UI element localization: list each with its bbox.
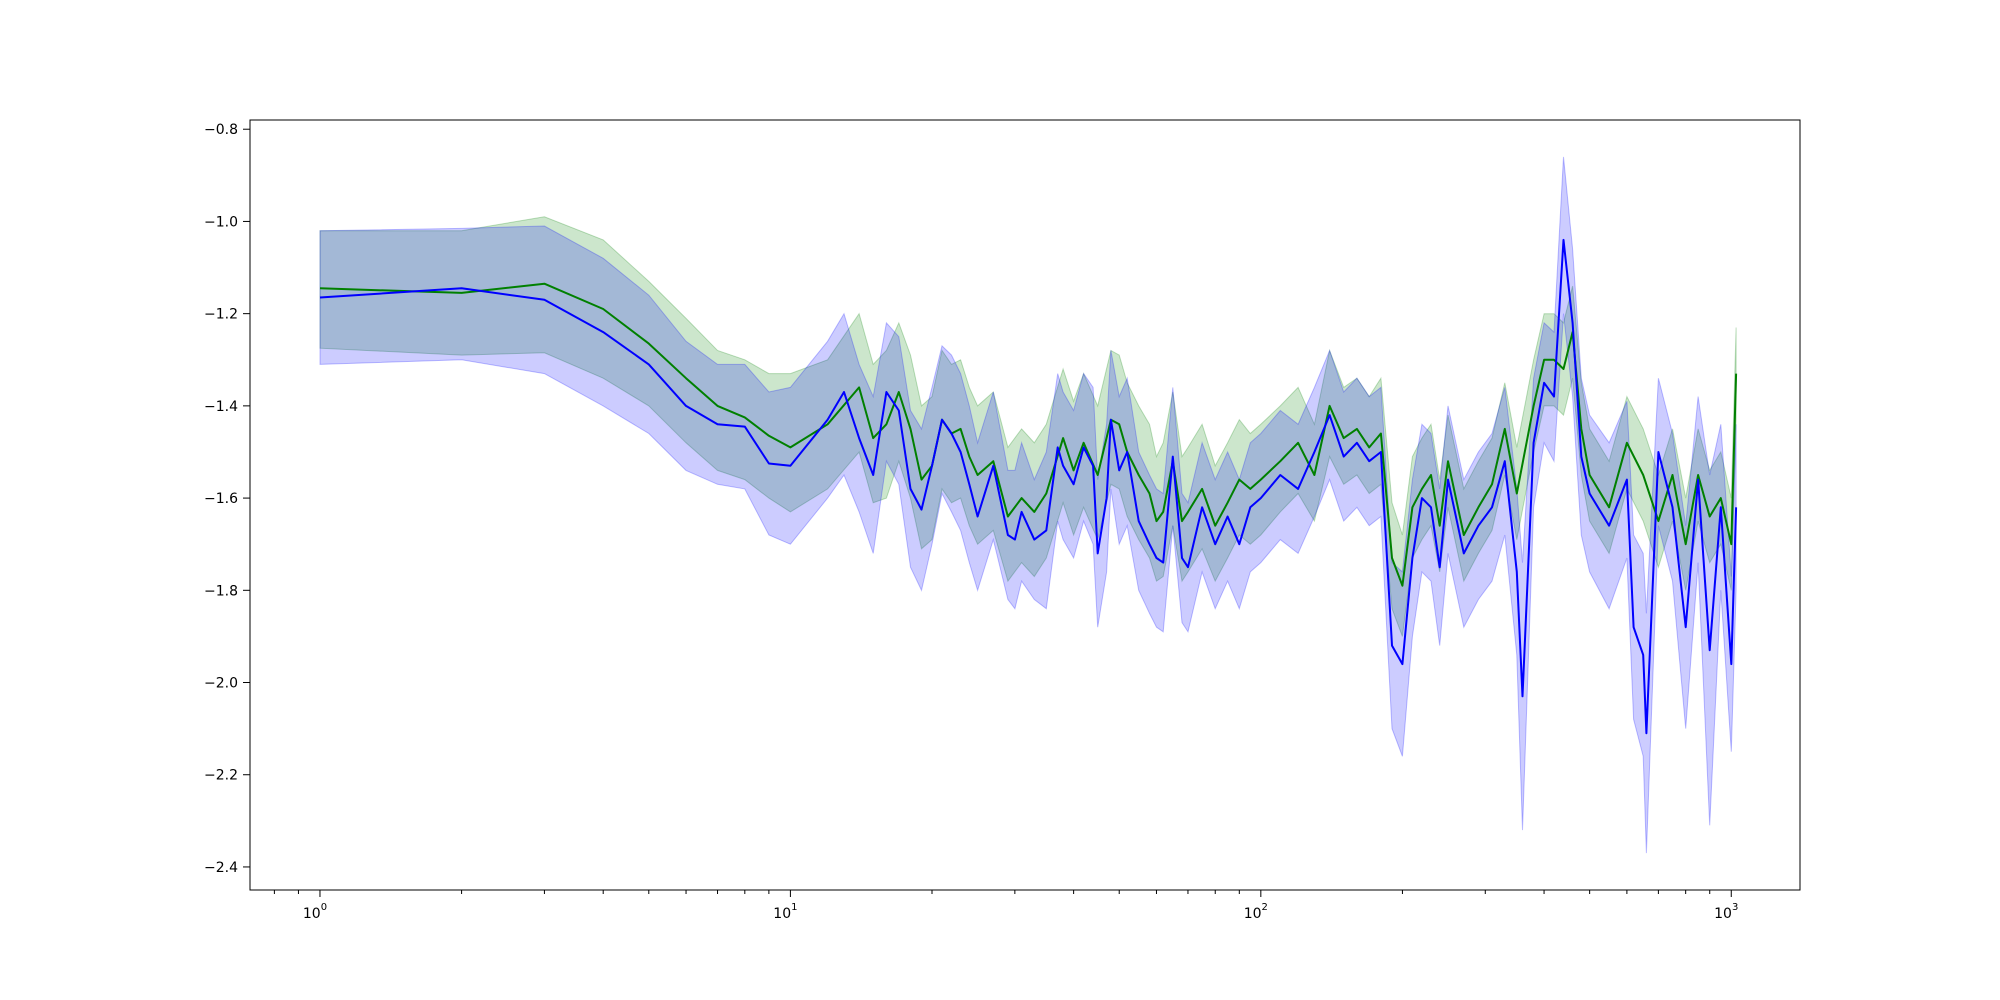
series-1-line: [319, 238, 1738, 735]
y-tick-label: −0.8: [204, 122, 238, 138]
x-tick-label: 100: [303, 902, 327, 922]
x-axis: 100 101 102 103: [273, 890, 1738, 922]
y-tick-label: −2.4: [204, 860, 238, 876]
y-tick-label: −1.4: [204, 399, 238, 415]
x-tick-label: 102: [1244, 902, 1268, 922]
y-tick-label: −2.2: [204, 768, 238, 784]
series-0-band: [319, 216, 1737, 637]
y-tick-label: −1.2: [204, 307, 238, 323]
plot-frame: [249, 119, 1801, 891]
x-tick-label: 101: [773, 902, 797, 922]
x-tick-label: 103: [1714, 902, 1738, 922]
y-tick-label: −2.0: [204, 676, 238, 692]
y-tick-label: −1.0: [204, 214, 238, 230]
y-axis: −0.8 −1.0 −1.2 −1.4 −1.6 −1.8 −2.0 −2.2 −2.4: [204, 122, 250, 876]
series-lines: [319, 238, 1738, 735]
y-tick-label: −1.8: [204, 583, 238, 599]
series-0-line: [319, 282, 1738, 587]
y-tick-label: −1.6: [204, 491, 238, 507]
